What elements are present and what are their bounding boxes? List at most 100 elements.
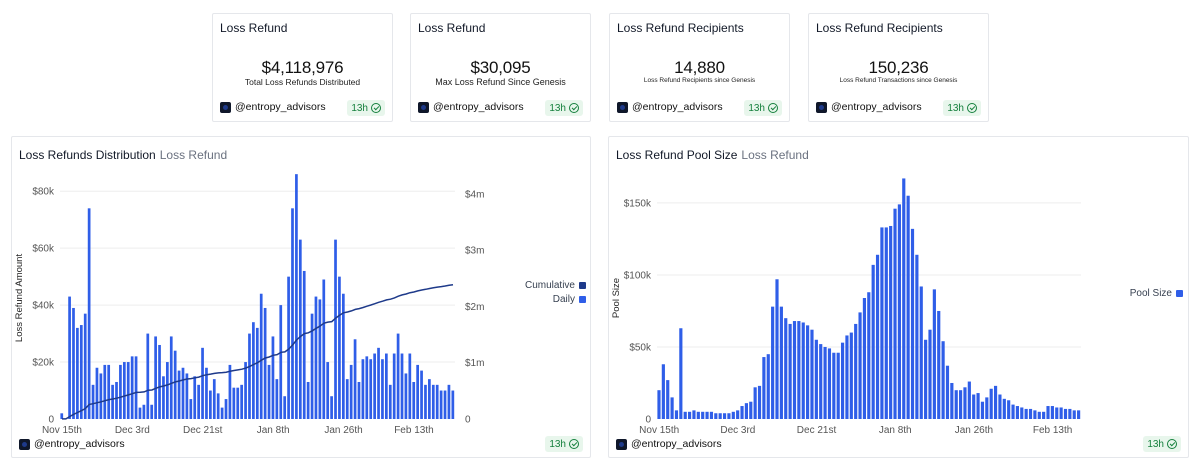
bar bbox=[701, 411, 705, 419]
bar bbox=[854, 323, 858, 419]
bar bbox=[154, 336, 157, 419]
bar bbox=[823, 346, 827, 419]
y2-tick-label: $2m bbox=[465, 302, 484, 313]
bar bbox=[806, 325, 810, 419]
author-link[interactable]: @entropy_advisors bbox=[220, 101, 326, 113]
x-tick-label: Nov 15th bbox=[639, 425, 679, 436]
bar bbox=[950, 382, 954, 419]
bar bbox=[236, 387, 240, 419]
bar bbox=[784, 318, 788, 419]
bar bbox=[714, 413, 718, 419]
bar bbox=[674, 410, 679, 419]
bar bbox=[259, 293, 263, 419]
bar bbox=[267, 364, 271, 419]
avatar bbox=[816, 101, 827, 113]
kpi-title: Loss Refund Recipients bbox=[617, 21, 744, 35]
bar bbox=[283, 396, 287, 419]
legend-item-pool-size[interactable]: Pool Size bbox=[1099, 286, 1183, 300]
bar bbox=[345, 379, 349, 419]
bar bbox=[279, 305, 283, 419]
bar bbox=[1011, 404, 1015, 419]
bar bbox=[298, 239, 302, 419]
y-tick-label: $50k bbox=[629, 342, 652, 353]
bar bbox=[330, 396, 333, 419]
bar bbox=[424, 384, 427, 419]
cumulative-line bbox=[62, 284, 454, 420]
x-tick-label: Feb 13th bbox=[1033, 425, 1072, 436]
bar bbox=[1068, 408, 1072, 419]
x-tick-label: Dec 3rd bbox=[720, 425, 755, 436]
x-tick-label: Nov 15th bbox=[42, 425, 82, 436]
kpi-label: Total Loss Refunds Distributed bbox=[244, 77, 361, 87]
check-circle-icon bbox=[768, 103, 778, 113]
kpi-card: Loss Refund Recipients 150,236 Loss Refund… bbox=[808, 13, 989, 122]
bar bbox=[862, 298, 867, 419]
bar bbox=[341, 293, 345, 419]
bar bbox=[692, 410, 696, 419]
bar bbox=[989, 388, 993, 419]
bar bbox=[858, 312, 862, 419]
x-tick-label: Dec 21st bbox=[183, 425, 223, 436]
bar bbox=[1033, 410, 1037, 419]
bar bbox=[670, 397, 674, 419]
bar bbox=[867, 292, 871, 419]
bar bbox=[1037, 411, 1041, 419]
bar bbox=[369, 359, 373, 419]
author-link[interactable]: @entropy_advisors bbox=[617, 101, 723, 113]
bar bbox=[687, 411, 692, 419]
kpi-title: Loss Refund Recipients bbox=[816, 21, 943, 35]
bar bbox=[963, 387, 967, 419]
bar bbox=[255, 327, 259, 419]
author-link[interactable]: @entropy_advisors bbox=[418, 101, 524, 113]
bar bbox=[915, 254, 919, 419]
bar bbox=[836, 352, 840, 419]
bar bbox=[718, 413, 722, 419]
bar bbox=[76, 327, 79, 419]
freshness-badge: 13h bbox=[943, 100, 981, 116]
check-circle-icon bbox=[569, 103, 579, 113]
bar bbox=[439, 390, 443, 419]
bar bbox=[980, 401, 985, 419]
bar bbox=[388, 384, 392, 419]
bar bbox=[162, 376, 165, 419]
check-circle-icon bbox=[967, 103, 977, 113]
bar bbox=[919, 286, 923, 419]
bar bbox=[1028, 408, 1033, 419]
bar bbox=[302, 270, 306, 419]
bar bbox=[443, 390, 447, 419]
bar bbox=[435, 384, 439, 419]
bar bbox=[275, 379, 279, 419]
y-tick-label: $150k bbox=[624, 198, 652, 209]
kpi-value: 14,880 bbox=[674, 58, 725, 77]
bar bbox=[87, 208, 91, 419]
bar bbox=[801, 322, 805, 419]
bar bbox=[220, 407, 224, 419]
author-link[interactable]: @entropy_advisors bbox=[19, 438, 125, 450]
bar bbox=[357, 381, 361, 419]
chart-subtitle: Loss Refund bbox=[159, 148, 228, 162]
bar bbox=[779, 306, 783, 419]
bar bbox=[291, 208, 294, 419]
bar bbox=[749, 401, 753, 419]
bar bbox=[1072, 410, 1076, 419]
bar bbox=[181, 367, 185, 419]
bar bbox=[762, 357, 766, 419]
author-link[interactable]: @entropy_advisors bbox=[616, 438, 722, 450]
legend-item-cumulative[interactable]: Cumulative bbox=[502, 278, 586, 292]
bar bbox=[349, 364, 353, 419]
bar bbox=[736, 410, 740, 419]
bar bbox=[244, 362, 247, 419]
x-tick-label: Feb 13th bbox=[394, 425, 433, 436]
bar bbox=[224, 399, 228, 419]
bar bbox=[1042, 411, 1046, 419]
bar bbox=[447, 384, 451, 419]
bar bbox=[928, 329, 932, 419]
kpi-value: $30,095 bbox=[470, 58, 531, 77]
bar bbox=[318, 299, 322, 419]
legend-item-daily[interactable]: Daily bbox=[502, 292, 586, 306]
author-link[interactable]: @entropy_advisors bbox=[816, 101, 922, 113]
check-circle-icon bbox=[1167, 439, 1177, 449]
bar bbox=[400, 353, 404, 419]
freshness-badge: 13h bbox=[545, 100, 583, 116]
bar bbox=[91, 384, 95, 419]
